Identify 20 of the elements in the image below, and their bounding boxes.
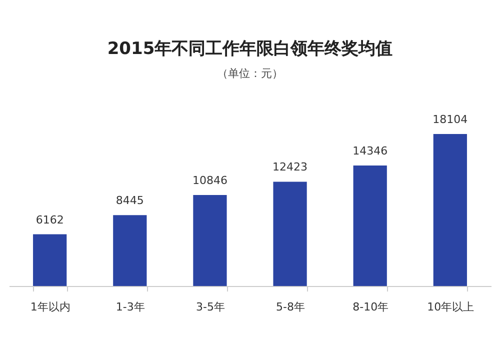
x-tick-label: 1年以内 bbox=[30, 300, 70, 314]
x-tick-label: 8-10年 bbox=[352, 300, 389, 314]
x-tick-label: 10年以上 bbox=[427, 300, 474, 314]
data-label: 18104 bbox=[432, 113, 468, 126]
data-label: 8445 bbox=[116, 194, 144, 208]
data-label: 10846 bbox=[192, 174, 228, 187]
bar bbox=[33, 234, 67, 286]
chart-subtitle: （单位：元） bbox=[217, 67, 283, 80]
bar bbox=[273, 182, 307, 286]
x-tick-label: 3-5年 bbox=[196, 300, 225, 314]
bar bbox=[193, 194, 227, 286]
x-tick-label: 1-3年 bbox=[116, 300, 145, 314]
data-label: 6162 bbox=[36, 213, 64, 226]
data-label: 12423 bbox=[272, 160, 308, 174]
chart-title: 2015年不同工作年限白领年终奖均值 bbox=[107, 39, 393, 59]
bar bbox=[113, 215, 147, 286]
bar bbox=[353, 166, 387, 286]
x-tick-label: 5-8年 bbox=[276, 300, 306, 314]
bar bbox=[433, 134, 467, 286]
data-label: 14346 bbox=[352, 144, 388, 158]
